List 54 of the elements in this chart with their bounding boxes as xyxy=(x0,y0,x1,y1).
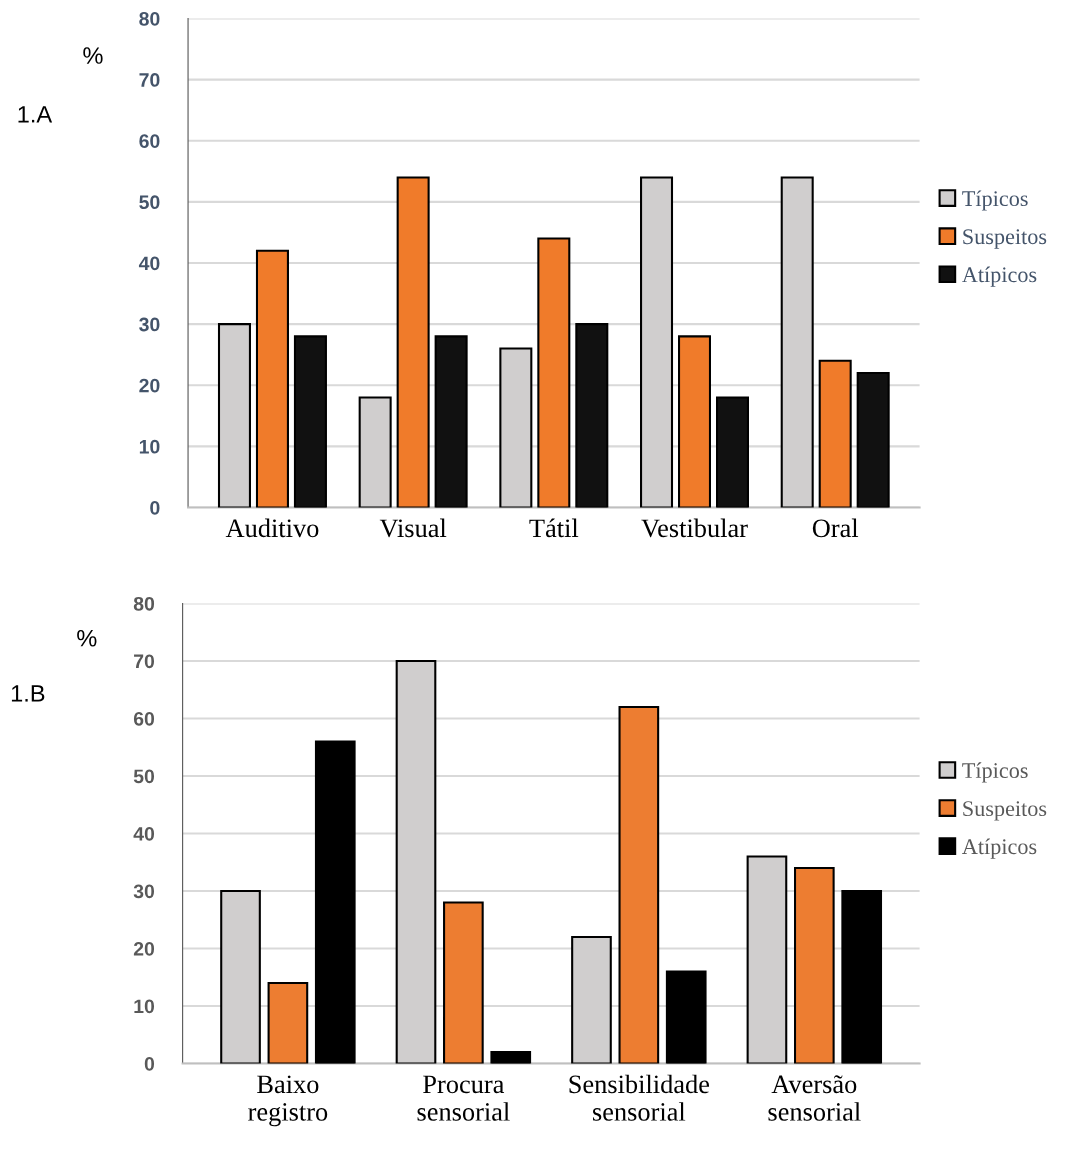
text: 1.B xyxy=(11,685,45,702)
bar xyxy=(490,1050,532,1064)
y-tick-label: 40 xyxy=(133,826,155,841)
y-tick-label: 30 xyxy=(139,317,160,332)
text: 1.A xyxy=(18,106,53,123)
y-tick-label: 70 xyxy=(139,73,160,87)
bar xyxy=(575,323,609,508)
y-axis-title: % xyxy=(77,629,97,647)
x-tick-label: Procura sensorial xyxy=(417,1075,510,1121)
bar xyxy=(618,705,660,1064)
legend-label: Atípicos xyxy=(962,266,1037,287)
bar xyxy=(396,176,430,508)
bar xyxy=(856,371,890,508)
y-tick-label: 50 xyxy=(139,195,160,210)
bar xyxy=(793,866,835,1064)
bar xyxy=(677,335,712,508)
bar xyxy=(537,237,571,508)
x-tick-label: Vestibular xyxy=(641,518,748,538)
x-tick-label: Visual xyxy=(379,518,447,538)
y-tick-label: 40 xyxy=(138,256,160,271)
bar xyxy=(293,335,327,508)
x-tick-label: Baixo registro xyxy=(248,1075,328,1127)
y-tick-label: 0 xyxy=(150,500,160,515)
y-tick-label: 70 xyxy=(134,654,155,669)
y-tick-label: 0 xyxy=(144,1056,155,1071)
y-axis-title: % xyxy=(83,47,103,64)
bar xyxy=(715,396,750,508)
bar xyxy=(267,981,309,1064)
bar xyxy=(434,335,468,508)
y-tick-label: 80 xyxy=(139,11,160,26)
y-tick-label: 80 xyxy=(133,596,155,611)
legend-label: Suspeitos xyxy=(963,801,1047,821)
x-tick-label: Auditivo xyxy=(225,518,319,538)
bar xyxy=(255,249,289,508)
legend-label: Típicos xyxy=(962,762,1028,783)
bar xyxy=(314,740,356,1064)
bar xyxy=(841,889,883,1064)
x-tick-label: Aversão sensorial xyxy=(768,1075,861,1121)
y-tick-label: 10 xyxy=(139,439,160,454)
bar xyxy=(443,901,484,1064)
bar xyxy=(665,970,707,1064)
y-tick-label: 20 xyxy=(139,378,160,393)
x-tick-label: Sensibilidade sensorial xyxy=(569,1074,710,1121)
y-tick-label: 50 xyxy=(133,769,155,784)
legend-label: Atípicos xyxy=(962,838,1037,859)
y-tick-label: 60 xyxy=(133,711,155,726)
y-tick-label: 20 xyxy=(133,941,155,956)
legend-label: Suspeitos xyxy=(963,229,1047,249)
y-tick-label: 10 xyxy=(134,999,155,1014)
x-tick-label: Tátil xyxy=(529,518,579,538)
legend-label: Típicos xyxy=(962,190,1028,211)
y-tick-label: 60 xyxy=(139,134,160,148)
y-tick-label: 30 xyxy=(133,884,155,899)
x-tick-label: Oral xyxy=(812,518,859,538)
